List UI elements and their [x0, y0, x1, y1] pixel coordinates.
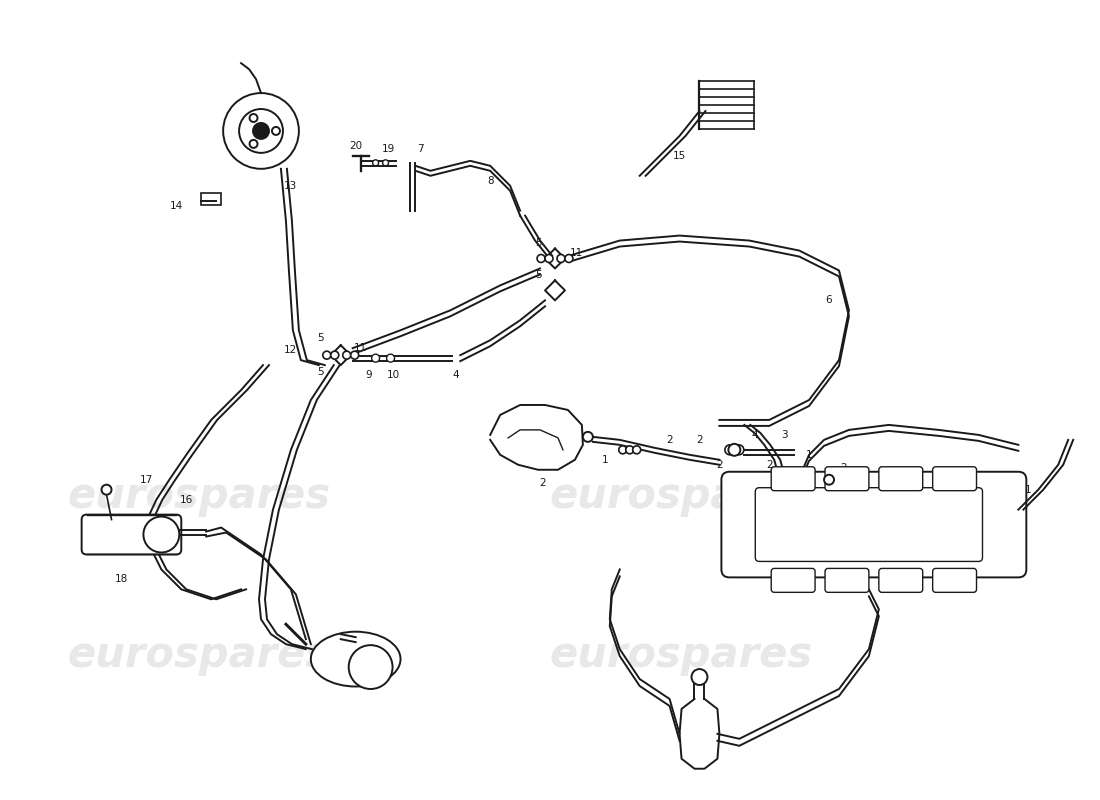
Text: 2: 2	[667, 435, 673, 445]
Circle shape	[734, 445, 744, 455]
FancyBboxPatch shape	[825, 466, 869, 490]
Circle shape	[331, 351, 339, 359]
Circle shape	[386, 354, 395, 362]
Circle shape	[351, 351, 359, 359]
Circle shape	[632, 446, 640, 454]
Text: 14: 14	[169, 201, 183, 210]
Circle shape	[101, 485, 111, 494]
Circle shape	[250, 114, 257, 122]
Bar	[201, 193, 221, 205]
FancyBboxPatch shape	[756, 488, 982, 562]
Text: eurospares: eurospares	[550, 474, 813, 517]
Text: 1: 1	[1025, 485, 1032, 494]
Text: eurospares: eurospares	[68, 474, 331, 517]
Text: 3: 3	[781, 430, 788, 440]
Text: 13: 13	[284, 181, 297, 190]
Circle shape	[272, 127, 279, 135]
Circle shape	[250, 140, 257, 148]
Text: 17: 17	[140, 474, 153, 485]
FancyBboxPatch shape	[933, 466, 977, 490]
Text: 12: 12	[284, 345, 297, 355]
Circle shape	[223, 93, 299, 169]
Text: 5: 5	[535, 270, 541, 281]
Circle shape	[343, 351, 351, 359]
Circle shape	[824, 474, 834, 485]
Circle shape	[349, 645, 393, 689]
Text: 19: 19	[382, 144, 395, 154]
Circle shape	[537, 254, 544, 262]
Text: 5: 5	[535, 238, 541, 247]
Text: 11: 11	[354, 343, 367, 353]
Text: 1: 1	[602, 454, 608, 465]
Circle shape	[565, 254, 573, 262]
Circle shape	[619, 446, 627, 454]
Text: 15: 15	[673, 151, 686, 161]
Circle shape	[557, 254, 565, 262]
Text: 4: 4	[452, 370, 459, 380]
Text: 16: 16	[179, 494, 192, 505]
Text: 8: 8	[487, 176, 494, 186]
Text: 10: 10	[387, 370, 400, 380]
Circle shape	[373, 160, 378, 166]
FancyBboxPatch shape	[771, 466, 815, 490]
Text: 2: 2	[766, 460, 772, 470]
FancyBboxPatch shape	[722, 472, 1026, 578]
Text: 7: 7	[417, 144, 424, 154]
Text: 2: 2	[716, 460, 723, 470]
Circle shape	[253, 123, 270, 139]
Circle shape	[239, 109, 283, 153]
Text: 4: 4	[751, 430, 758, 440]
Circle shape	[626, 446, 634, 454]
Circle shape	[322, 351, 331, 359]
FancyBboxPatch shape	[933, 569, 977, 592]
Text: eurospares: eurospares	[550, 634, 813, 676]
Text: 11: 11	[570, 247, 583, 258]
Text: 6: 6	[826, 295, 833, 306]
Text: 1: 1	[806, 450, 813, 460]
Text: 5: 5	[318, 367, 324, 377]
Text: 20: 20	[349, 141, 362, 151]
FancyBboxPatch shape	[879, 569, 923, 592]
Text: 2: 2	[696, 435, 703, 445]
FancyBboxPatch shape	[879, 466, 923, 490]
FancyBboxPatch shape	[81, 514, 182, 554]
Text: 18: 18	[114, 574, 128, 584]
Circle shape	[728, 444, 740, 456]
Circle shape	[372, 354, 379, 362]
Text: 5: 5	[318, 334, 324, 343]
Circle shape	[143, 517, 179, 553]
Circle shape	[583, 432, 593, 442]
Text: eurospares: eurospares	[68, 634, 331, 676]
Circle shape	[383, 160, 388, 166]
Circle shape	[544, 254, 553, 262]
Circle shape	[692, 669, 707, 685]
Text: 2: 2	[840, 462, 847, 473]
Text: 9: 9	[365, 370, 372, 380]
Text: 2: 2	[540, 478, 547, 488]
Ellipse shape	[311, 632, 400, 686]
Circle shape	[725, 445, 735, 455]
FancyBboxPatch shape	[771, 569, 815, 592]
FancyBboxPatch shape	[825, 569, 869, 592]
